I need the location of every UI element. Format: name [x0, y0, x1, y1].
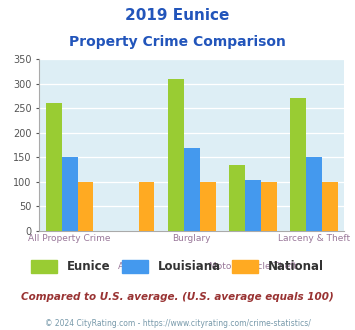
Bar [62, 157, 77, 231]
Text: Property Crime Comparison: Property Crime Comparison [69, 35, 286, 49]
Bar [261, 182, 277, 231]
Bar [322, 182, 338, 231]
Bar [168, 79, 184, 231]
Bar [229, 165, 245, 231]
Text: © 2024 CityRating.com - https://www.cityrating.com/crime-statistics/: © 2024 CityRating.com - https://www.city… [45, 319, 310, 328]
Bar [184, 148, 200, 231]
Text: Motor Vehicle Theft: Motor Vehicle Theft [209, 262, 297, 271]
Text: Compared to U.S. average. (U.S. average equals 100): Compared to U.S. average. (U.S. average … [21, 292, 334, 302]
Text: Arson: Arson [118, 262, 143, 271]
Bar [306, 157, 322, 231]
Bar [245, 180, 261, 231]
Bar [77, 182, 93, 231]
Bar [290, 98, 306, 231]
Bar [46, 103, 62, 231]
Legend: Eunice, Louisiana, National: Eunice, Louisiana, National [27, 255, 328, 278]
Bar [138, 182, 154, 231]
Bar [200, 182, 215, 231]
Text: 2019 Eunice: 2019 Eunice [125, 8, 230, 23]
